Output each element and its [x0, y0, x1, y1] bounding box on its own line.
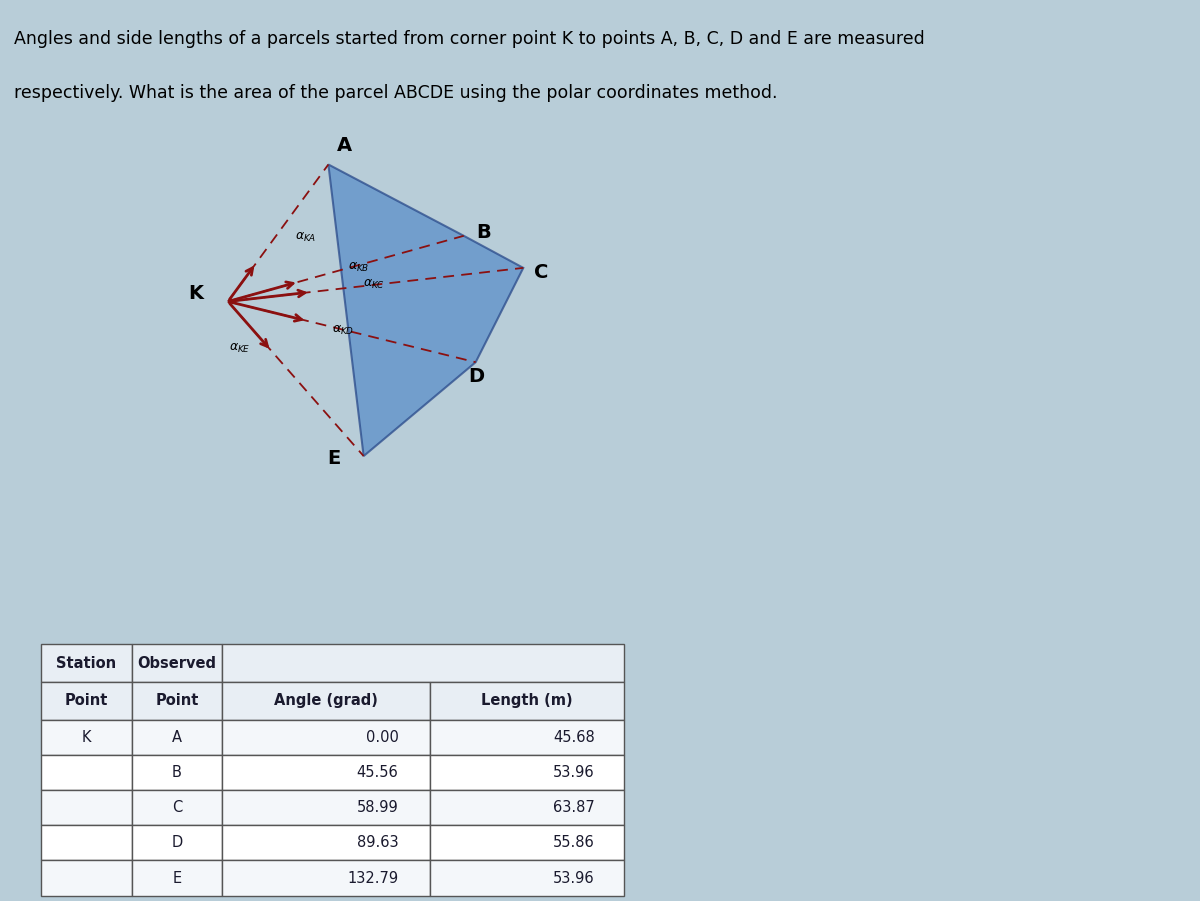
- Text: K: K: [188, 284, 204, 303]
- Text: $\alpha_{KE}$: $\alpha_{KE}$: [229, 341, 251, 355]
- Bar: [132, 825, 222, 860]
- Text: 55.86: 55.86: [553, 835, 595, 851]
- Text: A: A: [172, 730, 182, 745]
- Text: D: D: [468, 367, 485, 386]
- Bar: [41, 825, 132, 860]
- Bar: [430, 825, 624, 860]
- Text: K: K: [82, 730, 91, 745]
- Bar: [430, 720, 624, 755]
- Text: 53.96: 53.96: [553, 765, 595, 780]
- Text: $\alpha_{KD}$: $\alpha_{KD}$: [331, 323, 354, 337]
- Text: Length (m): Length (m): [481, 694, 572, 708]
- Text: Point: Point: [65, 694, 108, 708]
- Bar: [132, 644, 222, 682]
- Text: E: E: [328, 449, 341, 468]
- Bar: [41, 720, 132, 755]
- Text: 132.79: 132.79: [347, 870, 398, 886]
- Text: 53.96: 53.96: [553, 870, 595, 886]
- Text: Point: Point: [155, 694, 198, 708]
- Bar: [41, 790, 132, 825]
- Text: $\alpha_{KB}$: $\alpha_{KB}$: [348, 261, 370, 274]
- Text: Station: Station: [56, 656, 116, 670]
- Bar: [41, 755, 132, 790]
- Text: $\alpha_{KC}$: $\alpha_{KC}$: [364, 278, 385, 291]
- Bar: [430, 682, 624, 720]
- Text: respectively. What is the area of the parcel ABCDE using the polar coordinates m: respectively. What is the area of the pa…: [14, 85, 778, 103]
- Text: Observed: Observed: [137, 656, 216, 670]
- Text: 89.63: 89.63: [356, 835, 398, 851]
- Bar: [132, 755, 222, 790]
- Text: C: C: [534, 263, 548, 282]
- Text: D: D: [172, 835, 182, 851]
- Text: B: B: [476, 223, 492, 242]
- Text: 63.87: 63.87: [553, 800, 595, 815]
- Bar: [222, 790, 430, 825]
- Bar: [222, 644, 624, 682]
- Text: Angle (grad): Angle (grad): [274, 694, 378, 708]
- Text: 0.00: 0.00: [366, 730, 398, 745]
- Bar: [222, 860, 430, 896]
- Bar: [430, 790, 624, 825]
- Text: C: C: [172, 800, 182, 815]
- Text: B: B: [172, 765, 182, 780]
- Text: 58.99: 58.99: [356, 800, 398, 815]
- Text: Angles and side lengths of a parcels started from corner point K to points A, B,: Angles and side lengths of a parcels sta…: [14, 31, 925, 49]
- Bar: [430, 860, 624, 896]
- Text: E: E: [173, 870, 181, 886]
- Bar: [222, 755, 430, 790]
- Bar: [222, 682, 430, 720]
- Bar: [132, 682, 222, 720]
- Text: $\alpha_{KA}$: $\alpha_{KA}$: [295, 231, 317, 244]
- Bar: [132, 790, 222, 825]
- Text: 45.56: 45.56: [356, 765, 398, 780]
- Bar: [222, 720, 430, 755]
- Polygon shape: [329, 165, 523, 456]
- Bar: [132, 860, 222, 896]
- Bar: [41, 682, 132, 720]
- Text: A: A: [337, 136, 352, 155]
- Bar: [132, 720, 222, 755]
- Bar: [41, 644, 132, 682]
- Bar: [222, 825, 430, 860]
- Bar: [430, 755, 624, 790]
- Bar: [41, 860, 132, 896]
- Text: 45.68: 45.68: [553, 730, 595, 745]
